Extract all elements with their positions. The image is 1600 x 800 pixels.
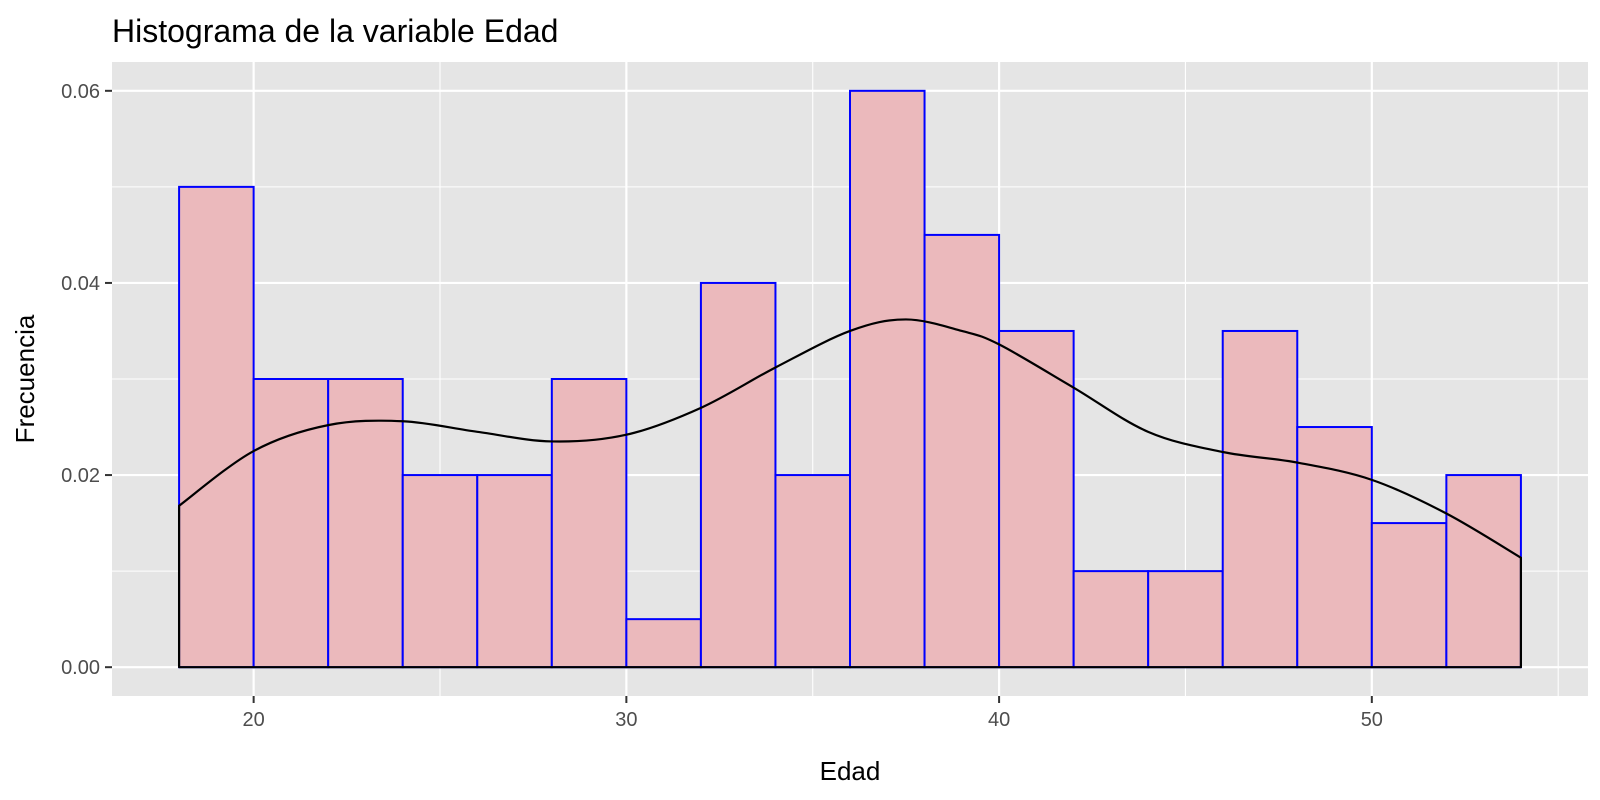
x-tick-label: 50 <box>1361 709 1383 731</box>
histogram-bar <box>401 474 479 669</box>
histogram-bar <box>849 89 926 669</box>
histogram-bar <box>1072 570 1150 669</box>
histogram-bar <box>476 474 553 669</box>
x-tick-label: 30 <box>615 709 637 731</box>
histogram-bar <box>774 474 851 669</box>
histogram-bar <box>1147 570 1224 669</box>
y-tick-label: 0.06 <box>61 81 100 103</box>
histogram-bar <box>1370 522 1448 669</box>
y-tick-label: 0.00 <box>61 657 100 679</box>
x-tick-label: 40 <box>988 709 1010 731</box>
x-axis-title: Edad <box>820 756 881 786</box>
histogram-bar <box>998 329 1075 669</box>
density-curve-layer <box>177 318 1523 669</box>
histogram-bar <box>550 378 628 669</box>
y-axis-title: Frecuencia <box>10 314 40 443</box>
chart-title: Histograma de la variable Edad <box>112 13 558 49</box>
y-axis-ticks: 0.00 0.02 0.04 0.06 <box>61 81 112 679</box>
y-tick-label: 0.02 <box>61 465 100 487</box>
histogram-bar <box>1221 329 1299 669</box>
x-tick-label: 20 <box>243 709 265 731</box>
histogram-bar <box>1296 426 1373 669</box>
density-curve <box>177 318 1523 669</box>
x-axis-ticks: 20 30 40 50 <box>243 696 1383 731</box>
histogram-bar <box>252 378 330 669</box>
histogram-bar <box>327 378 404 669</box>
histogram-bar <box>178 185 255 669</box>
histogram-bar <box>1445 474 1522 669</box>
histogram-bar <box>625 618 702 669</box>
histogram-bar <box>699 281 777 669</box>
histogram-bar <box>923 233 1001 669</box>
y-tick-label: 0.04 <box>61 273 100 295</box>
